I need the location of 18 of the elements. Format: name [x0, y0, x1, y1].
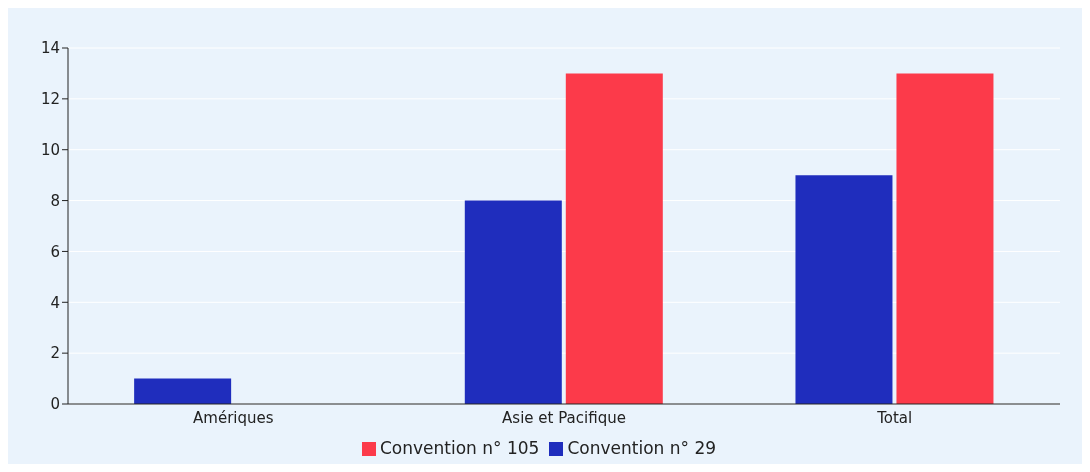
- y-tick-label: 2: [50, 344, 60, 363]
- y-tick-label: 8: [50, 191, 60, 210]
- legend-label: Convention n° 29: [567, 438, 717, 458]
- bar: [464, 200, 562, 404]
- y-tick-label: 6: [50, 242, 60, 261]
- y-tick-label: 4: [50, 293, 60, 312]
- bar: [795, 175, 893, 404]
- y-tick-label: 10: [40, 141, 60, 160]
- x-tick-label: Amériques: [193, 408, 274, 427]
- bar: [896, 73, 994, 404]
- bar: [565, 73, 663, 404]
- x-tick-label: Total: [876, 408, 913, 427]
- legend-label: Convention n° 105: [379, 438, 540, 458]
- y-tick-label: 14: [40, 39, 60, 58]
- y-tick-label: 0: [50, 395, 60, 414]
- x-tick-label: Asie et Pacifique: [502, 408, 626, 427]
- bar: [134, 378, 232, 404]
- y-tick-label: 12: [40, 90, 60, 109]
